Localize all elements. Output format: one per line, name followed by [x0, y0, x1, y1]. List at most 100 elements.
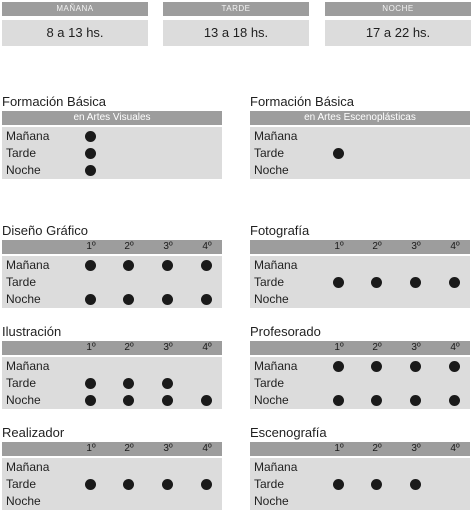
schedule-dot [449, 395, 460, 406]
year-label: 1º [81, 442, 101, 456]
block-header-bar: 1º 2º 3º 4º [250, 240, 470, 254]
schedule-dot [162, 395, 173, 406]
block-title: Formación Básica [250, 94, 470, 109]
schedule-dot [201, 260, 212, 271]
schedule-row: Mañana [250, 257, 470, 274]
year-label: 3º [406, 240, 426, 254]
shift-row-label: Tarde [6, 375, 36, 392]
year-label: 1º [329, 341, 349, 355]
schedule-dot [123, 260, 134, 271]
schedule-dot [85, 294, 96, 305]
year-label: 1º [81, 240, 101, 254]
schedule-row: Noche [2, 392, 222, 409]
year-label: 2º [367, 442, 387, 456]
schedule-body: Mañana Tarde Noche [2, 256, 222, 308]
schedule-body: Mañana Tarde Noche [2, 357, 222, 409]
schedule-row: Tarde [250, 375, 470, 392]
year-label: 4º [445, 341, 465, 355]
block-header-bar: 1º 2º 3º 4º [250, 442, 470, 456]
shift-row-label: Noche [6, 291, 41, 308]
photography-block: Fotografía 1º 2º 3º 4º Mañana Tarde Noche [250, 223, 470, 308]
shift-row-label: Noche [6, 392, 41, 409]
schedule-dot [85, 260, 96, 271]
schedule-row: Tarde [250, 145, 470, 162]
schedule-row: Mañana [2, 358, 222, 375]
schedule-row: Noche [2, 291, 222, 308]
shift-row-label: Tarde [254, 274, 284, 291]
schedule-row: Mañana [250, 459, 470, 476]
filmmaker-block: Realizador 1º 2º 3º 4º Mañana Tarde Noche [2, 425, 222, 510]
shift-row-label: Tarde [254, 375, 284, 392]
schedule-dot [85, 378, 96, 389]
year-label: 3º [158, 442, 178, 456]
basic-scenic-arts-block: Formación Básica en Artes Escenoplástica… [250, 94, 470, 179]
shift-row-label: Mañana [254, 257, 297, 274]
shift-row-label: Noche [254, 493, 289, 510]
year-label: 4º [197, 442, 217, 456]
schedule-dot [410, 479, 421, 490]
schedule-dot [201, 395, 212, 406]
schedule-dot [410, 395, 421, 406]
block-header-bar: 1º 2º 3º 4º [2, 341, 222, 355]
schedule-row: Mañana [2, 459, 222, 476]
schedule-dot [85, 395, 96, 406]
shift-row-label: Tarde [6, 476, 36, 493]
shift-box-morning: MAÑANA 8 a 13 hs. [2, 2, 148, 46]
block-subtitle: en Artes Visuales [2, 111, 222, 125]
year-label: 2º [119, 442, 139, 456]
schedule-row: Noche [2, 162, 222, 179]
schedule-dot [162, 378, 173, 389]
schedule-dot [123, 294, 134, 305]
shift-row-label: Mañana [254, 128, 297, 145]
block-title: Profesorado [250, 324, 470, 339]
schedule-row: Noche [250, 291, 470, 308]
schedule-dot [162, 479, 173, 490]
schedule-dot [371, 479, 382, 490]
schedule-dot [333, 277, 344, 288]
shift-row-label: Mañana [254, 459, 297, 476]
schedule-body: Mañana Tarde Noche [250, 458, 470, 510]
schedule-row: Mañana [2, 128, 222, 145]
schedule-row: Noche [250, 162, 470, 179]
block-header-bar: 1º 2º 3º 4º [250, 341, 470, 355]
block-title: Fotografía [250, 223, 470, 238]
shift-name: NOCHE [325, 2, 471, 16]
year-label: 2º [119, 341, 139, 355]
schedule-body: Mañana Tarde Noche [250, 256, 470, 308]
block-header-bar: en Artes Visuales [2, 111, 222, 125]
schedule-dot [162, 260, 173, 271]
schedule-dot [123, 395, 134, 406]
shift-row-label: Mañana [254, 358, 297, 375]
schedule-dot [333, 148, 344, 159]
shift-name: TARDE [163, 2, 309, 16]
schedule-dot [371, 395, 382, 406]
schedule-dot [85, 148, 96, 159]
shift-row-label: Noche [6, 162, 41, 179]
scenography-block: Escenografía 1º 2º 3º 4º Mañana Tarde Noche [250, 425, 470, 510]
schedule-dot [371, 277, 382, 288]
shift-box-afternoon: TARDE 13 a 18 hs. [163, 2, 309, 46]
block-subtitle: en Artes Escenoplásticas [250, 111, 470, 125]
schedule-row: Mañana [250, 358, 470, 375]
schedule-row: Tarde [250, 274, 470, 291]
shift-row-label: Noche [6, 493, 41, 510]
shift-row-label: Noche [254, 162, 289, 179]
schedule-dot [410, 361, 421, 372]
shift-row-label: Tarde [6, 274, 36, 291]
schedule-row: Tarde [2, 476, 222, 493]
schedule-dot [449, 361, 460, 372]
block-title: Ilustración [2, 324, 222, 339]
shift-name: MAÑANA [2, 2, 148, 16]
shift-row-label: Mañana [6, 358, 49, 375]
graphic-design-block: Diseño Gráfico 1º 2º 3º 4º Mañana Tarde Noche [2, 223, 222, 308]
block-header-bar: 1º 2º 3º 4º [2, 442, 222, 456]
schedule-dot [85, 165, 96, 176]
schedule-row: Mañana [2, 257, 222, 274]
shift-box-night: NOCHE 17 a 22 hs. [325, 2, 471, 46]
schedule-row: Tarde [2, 145, 222, 162]
year-label: 2º [119, 240, 139, 254]
shift-row-label: Noche [254, 291, 289, 308]
illustration-block: Ilustración 1º 2º 3º 4º Mañana Tarde Noche [2, 324, 222, 409]
year-label: 2º [367, 341, 387, 355]
shift-row-label: Tarde [254, 476, 284, 493]
